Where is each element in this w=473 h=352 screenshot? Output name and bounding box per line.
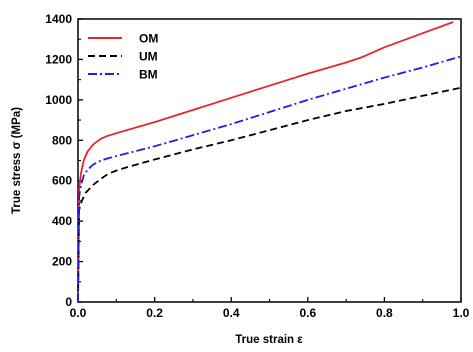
- x-tick-label: 0.8: [376, 306, 393, 320]
- y-tick-label: 0: [65, 295, 72, 309]
- y-tick-label: 1400: [45, 12, 72, 26]
- legend-label-um: UM: [139, 50, 158, 64]
- legend: OM UM BM: [88, 32, 158, 82]
- series-lines: [77, 21, 462, 303]
- legend-label-bm: BM: [139, 68, 158, 82]
- y-tick-label: 200: [52, 255, 72, 269]
- legend-label-om: OM: [139, 32, 158, 46]
- x-tick-label: 0.0: [70, 306, 87, 320]
- x-tick-label: 0.2: [146, 306, 163, 320]
- series-line-om: [77, 21, 454, 303]
- axis-ticks: 0.0 0.2 0.4 0.6 0.8 1.0 0 200 400 600 800 1000 1200 1…: [45, 12, 469, 320]
- y-tick-label: 800: [52, 133, 72, 147]
- x-axis-title: True strain ε: [235, 334, 303, 346]
- y-tick-label: 400: [52, 214, 72, 228]
- x-tick-label: 0.4: [223, 306, 240, 320]
- y-axis-title: True stress σ (MPa): [11, 107, 23, 214]
- y-tick-label: 600: [52, 174, 72, 188]
- y-tick-label: 1000: [45, 93, 72, 107]
- series-line-bm: [77, 55, 462, 303]
- x-tick-label: 0.6: [299, 306, 316, 320]
- y-tick-label: 1200: [45, 52, 72, 66]
- x-tick-label: 1.0: [453, 306, 470, 320]
- plot-frame: [77, 18, 462, 303]
- series-line-um: [77, 86, 462, 303]
